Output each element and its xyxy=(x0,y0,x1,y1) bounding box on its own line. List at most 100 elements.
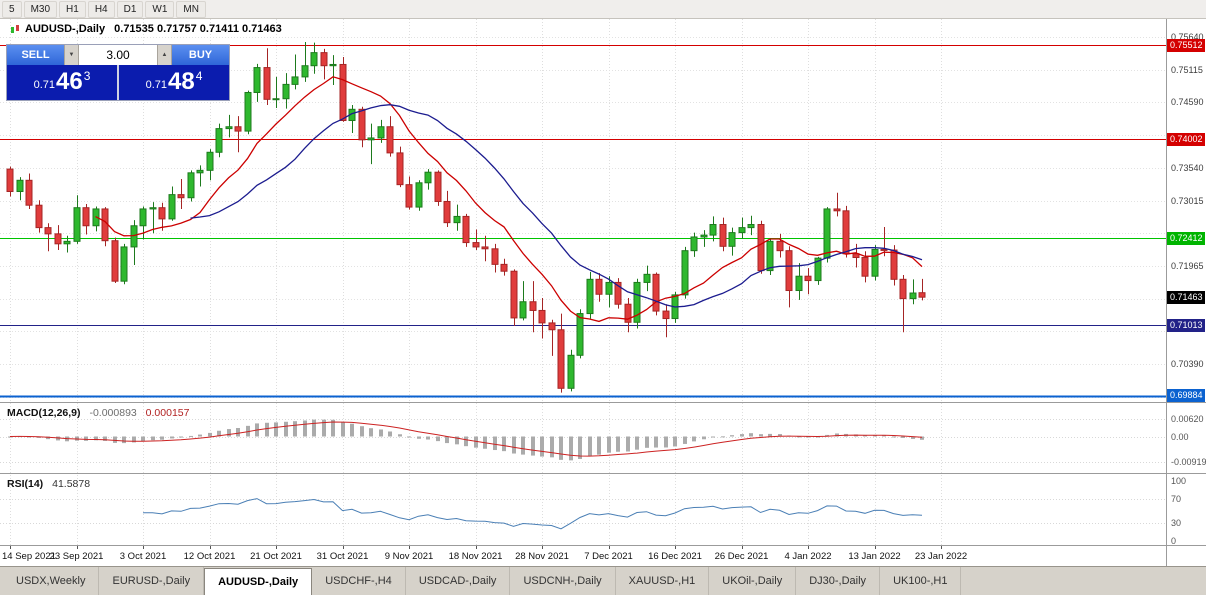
candle xyxy=(747,224,755,229)
candle xyxy=(510,270,518,319)
chart-title: AUDUSD-,Daily 0.71535 0.71757 0.71411 0.… xyxy=(25,23,282,35)
macd-panel xyxy=(8,419,924,461)
macd-histogram-bar xyxy=(654,436,658,448)
candle xyxy=(405,184,413,208)
macd-histogram-bar xyxy=(569,436,573,461)
candle xyxy=(652,273,660,312)
macd-histogram-bar xyxy=(350,423,354,437)
macd-histogram-bar xyxy=(521,436,525,455)
macd-histogram-bar xyxy=(607,436,611,453)
macd-histogram-bar xyxy=(369,428,373,437)
timeframe-button-h4[interactable]: H4 xyxy=(87,0,115,18)
chart-symbol-period: AUDUSD-,Daily xyxy=(25,23,106,35)
candle xyxy=(177,194,185,199)
timeframe-button-w1[interactable]: W1 xyxy=(145,0,175,18)
chart-tab[interactable]: USDCHF-,H4 xyxy=(312,567,406,595)
chart-tab[interactable]: USDCNH-,Daily xyxy=(510,567,616,595)
macd-histogram-bar xyxy=(341,422,345,437)
candle xyxy=(624,303,632,323)
macd-histogram-bar xyxy=(597,436,601,455)
macd-histogram-bar xyxy=(103,436,107,441)
candle xyxy=(605,281,613,295)
candle xyxy=(586,278,594,315)
macd-histogram-bar xyxy=(740,434,744,437)
price-chart[interactable] xyxy=(0,0,1206,566)
chart-tab[interactable]: UKOil-,Daily xyxy=(709,567,797,595)
candle xyxy=(187,172,195,199)
macd-histogram-bar xyxy=(113,436,117,443)
macd-histogram-bar xyxy=(759,434,763,437)
timeframe-button-h1[interactable]: H1 xyxy=(59,0,86,18)
chart-tabs-bar: USDX,Weekly EURUSD-,Daily AUDUSD-,Daily USD… xyxy=(0,566,1206,595)
buy-button[interactable]: BUY xyxy=(172,45,229,65)
macd-histogram-bar xyxy=(132,436,136,443)
macd-histogram-bar xyxy=(265,422,269,437)
candle xyxy=(206,151,214,171)
chart-tab[interactable]: DJ30-,Daily xyxy=(796,567,881,595)
candle xyxy=(377,126,385,139)
candle xyxy=(643,273,651,283)
bid-price-display[interactable]: 0.71 46 3 xyxy=(7,65,117,100)
macd-histogram-bar xyxy=(170,436,174,439)
chart-tab[interactable]: USDX,Weekly xyxy=(3,567,100,595)
macd-histogram-bar xyxy=(56,436,60,441)
chart-tab[interactable]: EURUSD-,Daily xyxy=(99,567,205,595)
candle xyxy=(215,128,223,153)
macd-histogram-bar xyxy=(882,435,886,437)
macd-histogram-bar xyxy=(645,436,649,448)
candle xyxy=(728,232,736,247)
macd-histogram-bar xyxy=(8,436,12,438)
candle xyxy=(481,246,489,250)
macd-histogram-bar xyxy=(806,436,810,438)
chart-tab[interactable]: AUDUSD-,Daily xyxy=(204,568,313,595)
macd-label: MACD(12,26,9) xyxy=(7,407,81,419)
macd-histogram-bar xyxy=(407,436,411,438)
macd-histogram-bar xyxy=(730,435,734,437)
macd-histogram-bar xyxy=(160,436,164,440)
trade-panel-controls: SELL ▼ 3.00 ▲ BUY xyxy=(7,45,229,65)
macd-histogram-bar xyxy=(768,433,772,437)
sell-button[interactable]: SELL xyxy=(7,45,64,65)
candle xyxy=(804,275,812,282)
volume-decrease-icon[interactable]: ▼ xyxy=(64,45,79,65)
chart-icon xyxy=(11,25,19,33)
candle xyxy=(149,207,157,210)
volume-increase-icon[interactable]: ▲ xyxy=(157,45,172,65)
candle xyxy=(301,65,309,78)
chart-tab[interactable]: XAUUSD-,H1 xyxy=(616,567,710,595)
candle xyxy=(139,208,147,227)
bid-price-big-digits: 46 xyxy=(56,68,83,95)
macd-histogram-bar xyxy=(198,434,202,437)
macd-signal-value: 0.000157 xyxy=(145,407,190,419)
macd-histogram-bar xyxy=(635,436,639,450)
timeframe-button-d1[interactable]: D1 xyxy=(116,0,144,18)
candle xyxy=(120,246,128,282)
macd-histogram-bar xyxy=(835,433,839,437)
macd-histogram-bar xyxy=(236,427,240,437)
timeframe-button-mn[interactable]: MN xyxy=(176,0,206,18)
candle xyxy=(690,236,698,252)
ma-fast-line xyxy=(95,76,923,323)
volume-input[interactable]: 3.00 xyxy=(79,45,157,65)
chart-tab[interactable]: UK100-,H1 xyxy=(880,567,962,595)
macd-histogram-bar xyxy=(84,436,88,441)
timeframe-button-m30[interactable]: M30 xyxy=(23,0,58,18)
macd-histogram-bar xyxy=(464,436,468,447)
candle xyxy=(225,126,233,130)
ask-price-big-digits: 48 xyxy=(168,68,195,95)
candle xyxy=(263,67,271,100)
macd-histogram-bar xyxy=(711,436,715,438)
candle xyxy=(6,168,14,193)
candle xyxy=(709,224,717,236)
ask-price-display[interactable]: 0.71 48 4 xyxy=(119,65,229,100)
candle xyxy=(111,240,119,282)
timeframe-button-5[interactable]: 5 xyxy=(2,0,22,18)
macd-histogram-bar xyxy=(550,436,554,458)
candle xyxy=(567,354,575,389)
candle xyxy=(310,52,318,67)
chart-tab[interactable]: USDCAD-,Daily xyxy=(406,567,511,595)
macd-histogram-bar xyxy=(122,436,126,444)
candle xyxy=(253,67,261,93)
candle xyxy=(529,301,537,311)
candle xyxy=(415,182,423,208)
